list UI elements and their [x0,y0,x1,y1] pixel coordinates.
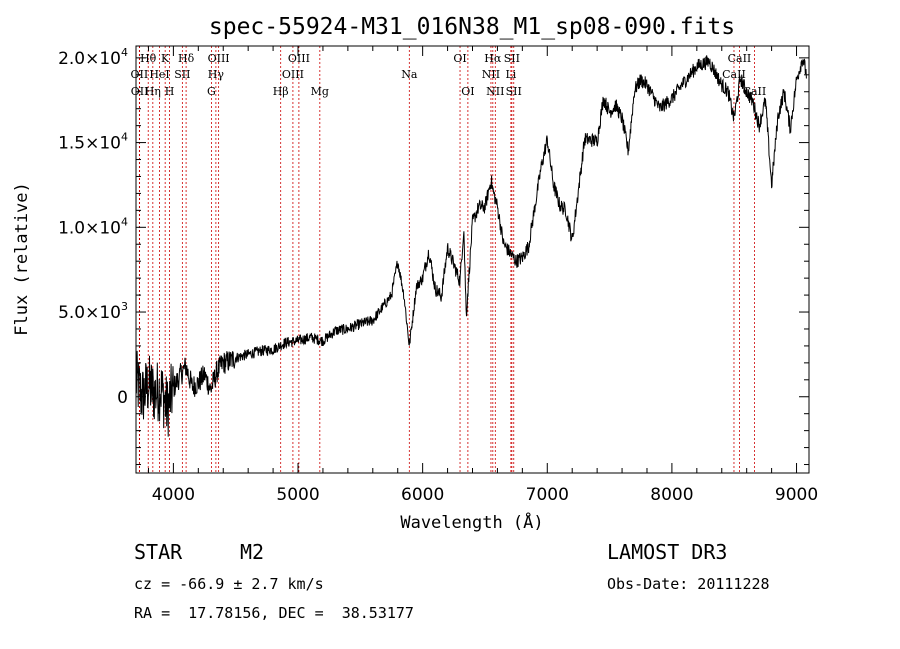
line-label: Hα [484,52,502,65]
line-label: G [207,85,216,98]
line-label: OI [453,52,466,65]
coordinates-text: RA = 17.78156, DEC = 38.53177 [134,604,414,622]
x-axis-label: Wavelength (Å) [400,511,543,533]
line-label: NII [486,85,504,98]
line-label: K [161,52,170,65]
line-label: SII [506,85,522,98]
y-tick-label: 1.0×104 [58,215,128,238]
x-tick-label: 9000 [775,485,818,505]
line-label: OI [461,85,474,98]
line-label: OIII [208,52,230,65]
x-tick-label: 6000 [401,485,444,505]
line-label: CaII [728,52,752,65]
x-tick-label: 4000 [152,485,195,505]
line-label: Mg [311,85,329,98]
object-subclass: M2 [240,540,265,564]
line-label: Hθ [140,52,157,65]
chart-title: spec-55924-M31_016N38_M1_sp08-090.fits [209,14,735,40]
obs-date-text: Obs-Date: 20111228 [607,575,770,593]
line-label: OIII [282,68,304,81]
spectrum-line [135,55,807,437]
x-axis-ticks: 4000 5000 6000 7000 8000 9000 [147,46,818,505]
line-label: SII [504,52,520,65]
y-tick-label: 2.0×104 [58,46,128,69]
line-label: Hδ [178,52,195,65]
y-axis-label: Flux (relative) [12,182,32,336]
line-label: Li [505,68,516,81]
line-label: Hγ [208,68,225,81]
object-class: STAR [134,540,183,564]
line-label: Hη [145,85,161,98]
line-label: SII [174,68,190,81]
x-tick-label: 8000 [650,485,693,505]
line-label: Hβ [273,85,289,98]
y-tick-label: 0 [117,388,128,408]
x-tick-label: 5000 [276,485,319,505]
plot-frame [135,45,810,474]
y-tick-label: 1.5×104 [58,131,128,154]
y-tick-label: 5.0×103 [58,300,128,323]
line-label: OIII [288,52,310,65]
line-label: NII [482,68,500,81]
x-tick-label: 7000 [526,485,569,505]
line-label: H [165,85,175,98]
y-axis-ticks: 0 5.0×103 1.0×104 1.5×104 2.0×104 [58,46,809,466]
redshift-text: cz = -66.9 ± 2.7 km/s [134,575,324,593]
line-label: HeI [149,68,169,81]
emission-line-markers [138,46,755,473]
line-label: Na [401,68,418,81]
survey-name: LAMOST DR3 [607,540,728,564]
